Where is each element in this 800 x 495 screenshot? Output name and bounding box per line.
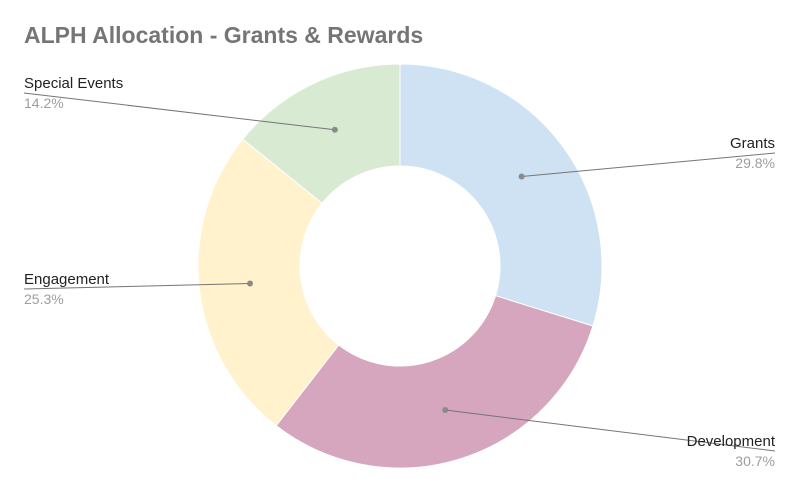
percent-grants: 29.8%	[735, 155, 775, 171]
leader-dot-engagement	[247, 280, 254, 287]
label-engagement: Engagement	[24, 271, 110, 288]
leader-line-engagement	[23, 283, 251, 290]
leader-dot-grants	[518, 173, 525, 180]
slice-grants[interactable]	[399, 63, 603, 327]
slices-group	[197, 63, 603, 469]
leader-line-development	[445, 409, 776, 452]
slice-engagement[interactable]	[197, 138, 340, 427]
label-grants: Grants	[730, 135, 775, 152]
chart-title: ALPH Allocation - Grants & Rewards	[24, 22, 424, 48]
leader-line-special-events	[23, 92, 335, 131]
leader-dot-development	[442, 407, 449, 414]
slice-special-events[interactable]	[242, 63, 401, 204]
slice-development[interactable]	[275, 295, 594, 469]
leader-dot-special-events	[331, 126, 338, 133]
percent-engagement: 25.3%	[24, 291, 64, 307]
percent-special-events: 14.2%	[24, 95, 64, 111]
labels-group: Grants 29.8% Development 30.7% Engagement 25.…	[23, 75, 776, 469]
label-special-events: Special Events	[24, 75, 123, 92]
percent-development: 30.7%	[735, 453, 775, 469]
label-development: Development	[687, 433, 776, 450]
leader-line-grants	[521, 152, 776, 177]
